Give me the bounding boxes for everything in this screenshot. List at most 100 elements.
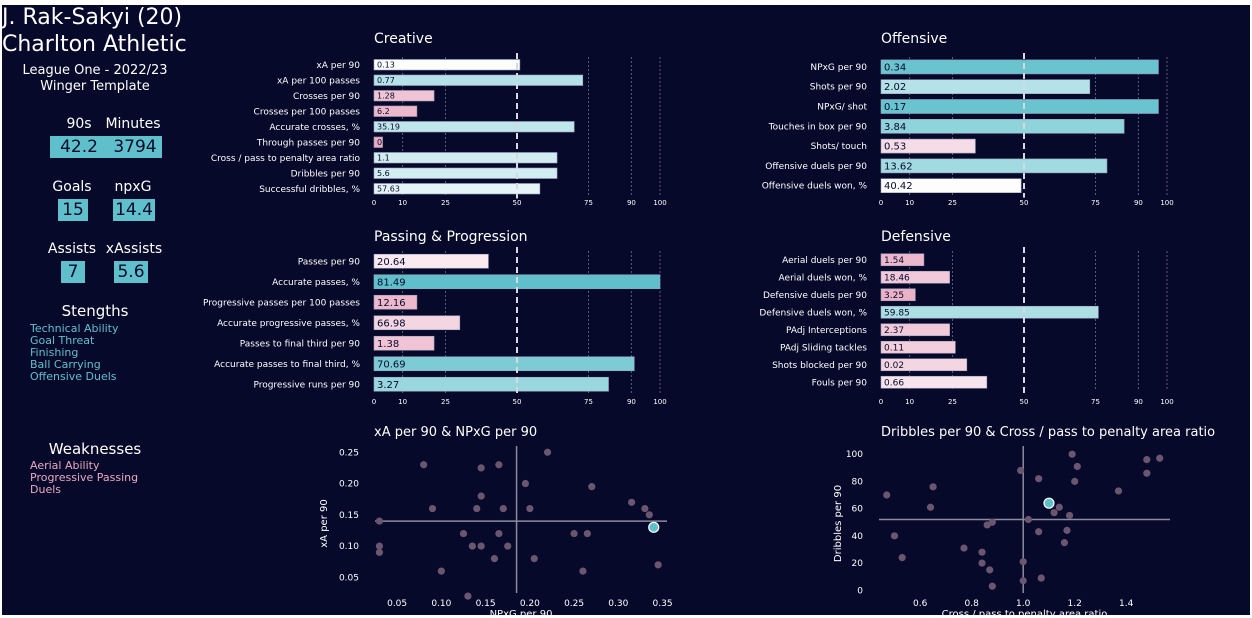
bar-value-label: 20.64	[377, 257, 406, 268]
scatter-point	[428, 504, 437, 513]
stat-label-xassists: xAssists	[105, 241, 163, 257]
scatter-point	[1156, 454, 1164, 462]
bar-value-label: 0.53	[884, 142, 906, 153]
bar	[373, 183, 541, 195]
bar-value-label: 2.37	[884, 326, 904, 336]
scatter-point	[468, 542, 476, 550]
scatter-point	[654, 561, 662, 569]
bar-category-label: Defensive duels won, %	[759, 308, 867, 318]
x-tick-label: 25	[441, 398, 450, 406]
bar-category-label: Aerial duels per 90	[782, 256, 867, 266]
x-tick-label: 10	[398, 199, 407, 207]
y-tick-label: 0	[857, 586, 863, 596]
x-tick-label: 25	[441, 199, 450, 207]
scatter-point	[1017, 466, 1025, 475]
scatter-point	[988, 582, 996, 590]
scatter-point	[473, 504, 481, 513]
bar-value-label: 0	[377, 138, 382, 147]
y-tick-label: 100	[846, 450, 863, 460]
bar	[880, 375, 988, 389]
bar	[373, 376, 609, 392]
bar-value-label: 1.28	[377, 92, 395, 101]
stat-value-minutes: 3794	[108, 136, 162, 158]
chart-title: Creative	[374, 31, 433, 47]
bar-category-label: xA per 90	[316, 61, 360, 71]
bar-value-label: 18.46	[884, 273, 910, 283]
strength-item: Technical Ability	[30, 322, 119, 335]
scatter-point	[983, 521, 991, 529]
scatter-point	[628, 498, 636, 506]
bar-value-label: 0.02	[884, 361, 904, 371]
x-tick-label: 0.30	[608, 599, 628, 609]
x-tick-label: 25	[948, 199, 957, 207]
x-tick-label: 90	[1134, 199, 1143, 207]
scatter-point	[898, 554, 906, 562]
stat-label-minutes: Minutes	[105, 116, 161, 132]
x-axis-label: NPxG per 90	[490, 609, 553, 615]
scatter-point	[1071, 477, 1079, 485]
y-tick-label: 20	[852, 559, 864, 569]
x-tick-label: 0.05	[387, 599, 407, 609]
x-tick-label: 1.2	[1068, 599, 1082, 609]
bar	[880, 119, 1125, 134]
bar-category-label: xA per 100 passes	[277, 76, 360, 86]
x-tick-label: 50	[513, 199, 522, 207]
x-tick-label: 1.4	[1119, 599, 1134, 609]
x-tick-label: 100	[653, 398, 666, 406]
scatter-point	[477, 542, 485, 550]
scatter-point	[464, 592, 472, 600]
bar-category-label: Shots per 90	[810, 83, 868, 93]
x-tick-label: 50	[1020, 398, 1029, 406]
bar-category-label: NPxG/ shot	[817, 103, 867, 113]
scatter-point	[1024, 515, 1032, 524]
scatter-point	[1143, 456, 1151, 464]
bar-category-label: Successful dribbles, %	[259, 185, 360, 195]
scatter-point	[929, 483, 937, 491]
bar-value-label: 3.27	[377, 380, 399, 391]
y-axis-label: xA per 90	[319, 499, 330, 547]
stat-label-npxg: npxG	[114, 179, 152, 195]
scatter-point	[1037, 574, 1045, 582]
scatter-point	[1035, 475, 1043, 483]
stat-label-goals: Goals	[52, 179, 92, 195]
x-tick-label: 0.20	[520, 599, 540, 609]
bar	[880, 178, 1022, 193]
scatter-point	[1055, 503, 1063, 511]
bar-category-label: Through passes per 90	[256, 138, 360, 148]
x-tick-label: 25	[948, 398, 957, 406]
bar-value-label: 3.25	[884, 291, 904, 301]
scatter-point	[477, 464, 485, 472]
scatter-point	[1143, 469, 1151, 477]
bar	[373, 253, 489, 269]
bar-category-label: NPxG per 90	[810, 63, 867, 73]
team-name: Charlton Athletic	[2, 32, 187, 57]
scatter-point	[890, 532, 899, 540]
weakness-item: Duels	[30, 483, 61, 496]
x-tick-label: 75	[1091, 199, 1100, 207]
weaknesses-list: Aerial Ability Progressive Passing Duels	[30, 460, 138, 496]
bar-category-label: Offensive duels per 90	[765, 162, 867, 172]
y-tick-label: 0.20	[339, 480, 359, 490]
bar-value-label: 66.98	[377, 318, 406, 329]
scatter-point	[583, 529, 591, 538]
bar-value-label: 57.63	[377, 185, 400, 194]
x-tick-label: 0.15	[476, 599, 496, 609]
bar	[373, 90, 435, 102]
bar-value-label: 0.11	[884, 343, 904, 353]
x-tick-label: 0.10	[431, 599, 451, 609]
x-tick-label: 90	[1134, 398, 1143, 406]
bar-value-label: 59.85	[884, 308, 910, 318]
bar-category-label: PAdj Sliding tackles	[780, 343, 867, 353]
scatter-point	[420, 461, 428, 469]
bar-category-label: Shots blocked per 90	[772, 361, 867, 371]
scatter-point	[641, 504, 649, 513]
scatter-point	[459, 529, 468, 538]
template-label: Winger Template	[40, 79, 150, 94]
bar	[373, 152, 558, 164]
scatter-point	[588, 483, 596, 491]
x-tick-label: 10	[905, 199, 914, 207]
scatter-point	[504, 542, 512, 550]
bar-value-label: 13.62	[884, 161, 913, 172]
bar-category-label: Progressive passes per 100 passes	[203, 298, 360, 308]
bar-category-label: Dribbles per 90	[291, 169, 361, 179]
